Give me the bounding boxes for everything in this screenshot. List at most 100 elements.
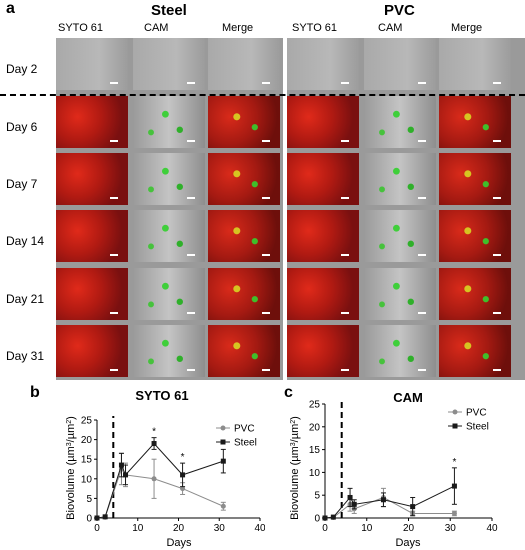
data-point-pvc	[451, 510, 457, 516]
micrograph-steel-syto-row1	[56, 96, 128, 148]
series-line-pvc	[96, 467, 224, 519]
micrograph-pvc-syto-row0	[287, 38, 359, 90]
scale-bar	[262, 140, 270, 142]
scale-bar	[493, 140, 501, 142]
legend-marker	[220, 439, 226, 445]
scale-bar	[110, 369, 118, 371]
y-tick-label: 25	[309, 400, 321, 411]
y-tick-label: 15	[81, 455, 93, 466]
micrograph-pvc-cam-row3	[364, 210, 436, 262]
y-tick-label: 0	[314, 514, 320, 525]
pvc-col-cam: CAM	[378, 22, 403, 34]
data-point-steel	[151, 441, 157, 447]
scale-bar	[341, 140, 349, 142]
micrograph-steel-merge-row4	[208, 268, 280, 320]
micrograph-pvc-cam-row5	[364, 325, 436, 377]
micrograph-steel-syto-row3	[56, 210, 128, 262]
micrograph-steel-merge-row0	[208, 38, 280, 90]
chart-title: SYTO 61	[135, 388, 188, 403]
micrograph-steel-cam-row5	[133, 325, 205, 377]
legend-label-pvc: PVC	[234, 424, 255, 435]
legend-label-pvc: PVC	[466, 408, 487, 419]
micrograph-pvc-merge-row3	[439, 210, 511, 262]
scale-bar	[187, 254, 195, 256]
micrograph-pvc-cam-row4	[364, 268, 436, 320]
micrograph-pvc-cam-row1	[364, 96, 436, 148]
micrograph-pvc-syto-row4	[287, 268, 359, 320]
legend-marker	[220, 425, 226, 431]
scale-bar	[493, 197, 501, 199]
data-point-steel	[351, 501, 357, 507]
micrograph-steel-syto-row0	[56, 38, 128, 90]
x-tick-label: 30	[214, 523, 226, 534]
day2-dashed-divider	[0, 94, 525, 96]
scale-bar	[493, 254, 501, 256]
data-point-steel	[380, 497, 386, 503]
data-point-pvc	[180, 486, 186, 492]
row-label-day21: Day 21	[6, 292, 45, 306]
scale-bar	[418, 197, 426, 199]
steel-group-title: Steel	[151, 2, 187, 19]
scale-bar	[341, 369, 349, 371]
cam-chart: CAM Biovolume (µm3/µm2) Days 0 10 20 30 40 0 5…	[289, 390, 498, 549]
legend-marker	[452, 423, 458, 429]
x-axis-label: Days	[395, 537, 421, 549]
data-point-steel	[180, 472, 186, 478]
scale-bar	[341, 197, 349, 199]
row-label-day14: Day 14	[6, 234, 45, 248]
data-point-steel	[94, 515, 100, 521]
scale-bar	[341, 254, 349, 256]
scale-bar	[262, 197, 270, 199]
scale-bar	[418, 140, 426, 142]
scale-bar	[187, 369, 195, 371]
micrograph-pvc-cam-row2	[364, 153, 436, 205]
y-axis-label: Biovolume (µm3/µm2)	[289, 416, 301, 520]
chart-title: CAM	[393, 390, 423, 405]
data-point-pvc	[151, 476, 157, 482]
x-axis-label: Days	[166, 537, 192, 549]
micrograph-pvc-syto-row2	[287, 153, 359, 205]
y-tick-label: 10	[81, 474, 93, 485]
micrograph-pvc-syto-row3	[287, 210, 359, 262]
row-label-day31: Day 31	[6, 349, 45, 363]
microscopy-image-grid	[56, 38, 525, 380]
data-point-steel	[123, 472, 129, 478]
scale-bar	[493, 312, 501, 314]
micrograph-pvc-syto-row5	[287, 325, 359, 377]
pvc-col-syto: SYTO 61	[292, 22, 338, 34]
panel-b-letter: b	[30, 384, 40, 401]
legend-label-steel: Steel	[466, 422, 489, 433]
scale-bar	[110, 254, 118, 256]
syto61-chart: SYTO 61 Biovolume (µm3/µm2) Days 0 10 20 30…	[65, 388, 265, 549]
data-point-steel	[347, 494, 353, 500]
significance-asterisk: *	[452, 457, 456, 468]
micrograph-pvc-merge-row0	[439, 38, 511, 90]
scale-bar	[418, 254, 426, 256]
y-tick-label: 0	[86, 514, 92, 525]
x-tick-label: 30	[445, 523, 457, 534]
y-tick-label: 20	[309, 422, 321, 433]
scale-bar	[110, 312, 118, 314]
x-tick-label: 10	[132, 523, 144, 534]
y-tick-label: 10	[309, 468, 321, 479]
scale-bar	[110, 140, 118, 142]
row-label-day6: Day 6	[6, 120, 38, 134]
scale-bar	[187, 197, 195, 199]
data-point-steel	[102, 514, 108, 520]
micrograph-pvc-merge-row1	[439, 96, 511, 148]
panel-c-letter: c	[284, 384, 293, 401]
x-tick-label: 20	[403, 523, 415, 534]
data-point-steel	[410, 504, 416, 510]
micrograph-pvc-cam-row0	[364, 38, 436, 90]
y-tick-label: 20	[81, 435, 93, 446]
scale-bar	[262, 369, 270, 371]
micrograph-steel-cam-row2	[133, 153, 205, 205]
micrograph-pvc-merge-row5	[439, 325, 511, 377]
scale-bar	[187, 140, 195, 142]
series-line-pvc	[324, 496, 455, 519]
panel-a-letter: a	[6, 0, 15, 17]
scale-bar	[341, 312, 349, 314]
steel-col-cam: CAM	[144, 22, 169, 34]
micrograph-steel-cam-row1	[133, 96, 205, 148]
steel-col-merge: Merge	[222, 22, 254, 34]
